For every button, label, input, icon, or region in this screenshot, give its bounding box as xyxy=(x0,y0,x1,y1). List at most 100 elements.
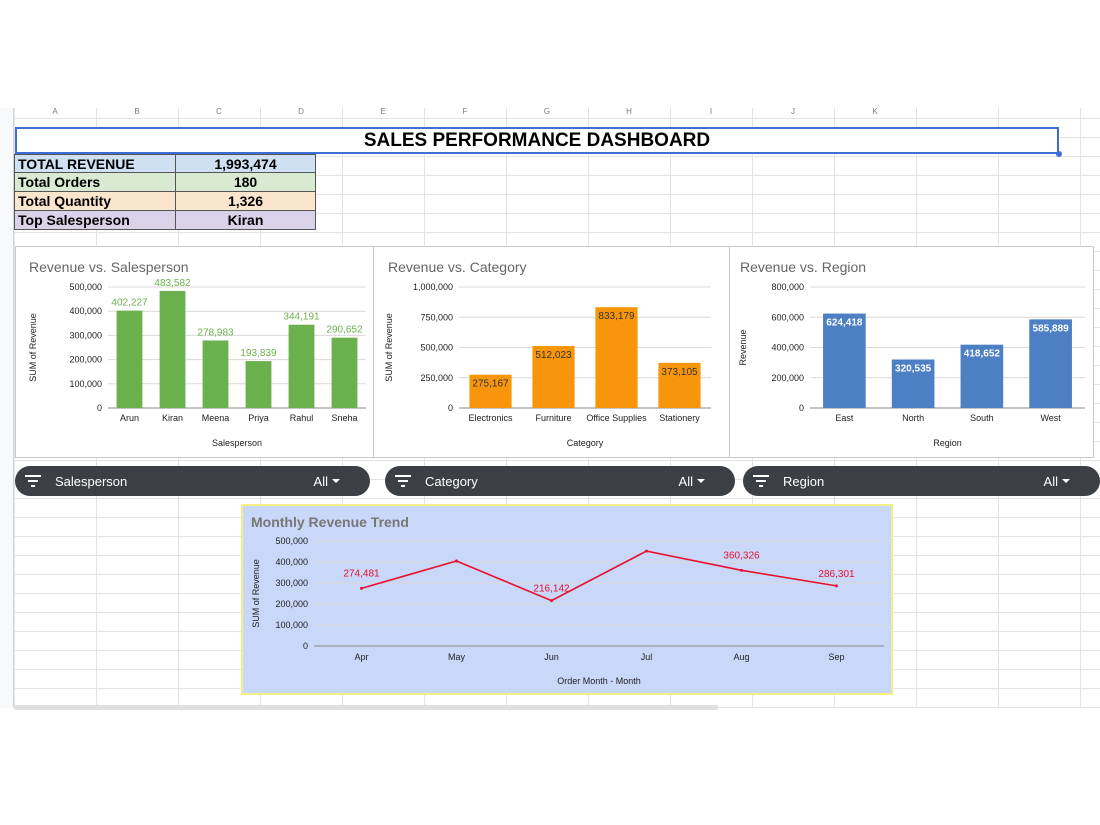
category-chart[interactable]: Revenue vs. Category 0 250,000 500,000 750,0… xyxy=(373,246,730,458)
data-label: 360,326 xyxy=(723,550,760,561)
category-chart-svg: Revenue vs. Category 0 250,000 500,000 750,0… xyxy=(384,259,711,448)
kpi-value: 1,326 xyxy=(176,192,316,210)
monthly-revenue-trend-chart[interactable]: Monthly Revenue Trend 0 100,000 200,000 300,… xyxy=(241,504,893,695)
row-header-gutter[interactable] xyxy=(0,108,14,708)
kpi-value: Kiran xyxy=(176,211,316,229)
column-header[interactable]: H xyxy=(626,107,632,116)
y-tick-label: 1,000,000 xyxy=(413,282,453,292)
x-tick-label: Apr xyxy=(354,652,368,662)
bar[interactable] xyxy=(288,324,315,408)
data-label: 275,167 xyxy=(472,379,509,390)
chart-title: Monthly Revenue Trend xyxy=(251,514,409,530)
region-chart[interactable]: Revenue vs. Region 0 200,000 400,000 600,000… xyxy=(729,246,1094,458)
y-tick-label: 200,000 xyxy=(771,373,804,383)
x-tick-label: Kiran xyxy=(162,413,183,423)
column-header[interactable]: G xyxy=(543,107,551,116)
x-tick-label: Furniture xyxy=(535,413,571,423)
bar[interactable] xyxy=(532,346,575,408)
line-point[interactable] xyxy=(455,559,458,563)
column-header[interactable]: C xyxy=(216,107,222,116)
kpi-row-total-quantity[interactable]: Total Quantity 1,326 xyxy=(14,192,316,211)
kpi-row-total-revenue[interactable]: TOTAL REVENUE 1,993,474 xyxy=(14,154,316,173)
y-axis-label: SUM of Revenue xyxy=(251,559,261,628)
data-label: 624,418 xyxy=(826,318,863,329)
data-label: 193,839 xyxy=(240,348,277,359)
x-axis-label: Region xyxy=(933,438,962,448)
x-tick-label: Rahul xyxy=(290,413,314,423)
column-header[interactable]: A xyxy=(52,107,58,116)
kpi-label: Total Quantity xyxy=(14,192,176,210)
bar[interactable] xyxy=(331,337,358,408)
x-tick-label: Electronics xyxy=(468,413,513,423)
chart-title: Revenue vs. Salesperson xyxy=(29,259,189,275)
x-tick-label: West xyxy=(1040,413,1061,423)
data-label: 320,535 xyxy=(895,364,932,375)
kpi-row-top-salesperson[interactable]: Top Salesperson Kiran xyxy=(14,211,316,230)
bar[interactable] xyxy=(891,359,935,408)
y-tick-label: 100,000 xyxy=(69,379,102,389)
x-tick-label: Sneha xyxy=(331,413,357,423)
salesperson-chart[interactable]: Revenue vs. Salesperson 0 100,000 200,000 30… xyxy=(15,246,374,458)
x-tick-label: Priya xyxy=(248,413,269,423)
filter-dropdown[interactable]: All xyxy=(314,474,340,489)
column-header[interactable]: K xyxy=(872,107,878,116)
x-tick-label: Jun xyxy=(544,652,559,662)
kpi-label: Top Salesperson xyxy=(14,211,176,229)
salesperson-filter[interactable]: Salesperson All xyxy=(15,466,370,496)
horizontal-scrollbar[interactable] xyxy=(14,705,718,710)
y-axis-label: Revenue xyxy=(738,329,748,365)
bar[interactable] xyxy=(1029,319,1072,408)
bar[interactable] xyxy=(245,361,272,408)
line-point[interactable] xyxy=(740,568,743,572)
x-tick-label: North xyxy=(902,413,924,423)
column-header[interactable]: B xyxy=(134,107,140,116)
salesperson-chart-svg: Revenue vs. Salesperson 0 100,000 200,000 30… xyxy=(28,259,366,448)
bar[interactable] xyxy=(116,310,143,408)
data-label: 402,227 xyxy=(111,298,148,309)
bar[interactable] xyxy=(469,374,512,408)
bar[interactable] xyxy=(595,307,638,408)
region-filter[interactable]: Region All xyxy=(743,466,1100,496)
column-header[interactable]: D xyxy=(298,107,304,116)
y-tick-label: 0 xyxy=(303,641,308,651)
kpi-value: 180 xyxy=(176,173,316,191)
bar[interactable] xyxy=(658,362,701,408)
selection-fill-handle[interactable] xyxy=(1056,151,1062,157)
caret-down-icon xyxy=(697,479,705,483)
data-label: 373,105 xyxy=(661,367,698,378)
dashboard-title-cell[interactable]: SALES PERFORMANCE DASHBOARD xyxy=(15,127,1059,154)
data-label: 278,983 xyxy=(197,327,234,338)
column-header[interactable]: I xyxy=(709,107,713,116)
bar[interactable] xyxy=(823,313,866,408)
bar[interactable] xyxy=(202,340,229,408)
column-header[interactable]: J xyxy=(791,107,795,116)
bar[interactable] xyxy=(960,344,1004,408)
line-point[interactable] xyxy=(360,586,363,590)
line-point[interactable] xyxy=(550,599,553,603)
y-tick-label: 0 xyxy=(799,403,804,413)
line-point[interactable] xyxy=(645,549,648,553)
filter-icon xyxy=(25,475,41,487)
bar[interactable] xyxy=(159,290,186,408)
filter-dropdown[interactable]: All xyxy=(679,474,705,489)
data-label: 290,652 xyxy=(326,325,363,336)
x-tick-label: Arun xyxy=(120,413,139,423)
y-tick-label: 400,000 xyxy=(275,557,308,567)
region-chart-svg: Revenue vs. Region 0 200,000 400,000 600,000… xyxy=(738,259,1085,448)
chart-title: Revenue vs. Category xyxy=(388,259,527,275)
filter-icon xyxy=(753,475,769,487)
data-label: 274,481 xyxy=(343,568,380,579)
filter-label: Category xyxy=(425,473,478,489)
y-axis-label: SUM of Revenue xyxy=(28,313,38,382)
column-header[interactable]: F xyxy=(462,107,468,116)
kpi-row-total-orders[interactable]: Total Orders 180 xyxy=(14,173,316,192)
x-tick-label: Meena xyxy=(202,413,230,423)
x-tick-label: Sep xyxy=(828,652,844,662)
filter-dropdown[interactable]: All xyxy=(1044,474,1070,489)
data-label: 512,023 xyxy=(535,350,572,361)
series-line[interactable] xyxy=(361,550,837,602)
filter-value: All xyxy=(313,473,328,489)
line-point[interactable] xyxy=(835,584,838,588)
column-header[interactable]: E xyxy=(380,107,386,116)
category-filter[interactable]: Category All xyxy=(385,466,735,496)
